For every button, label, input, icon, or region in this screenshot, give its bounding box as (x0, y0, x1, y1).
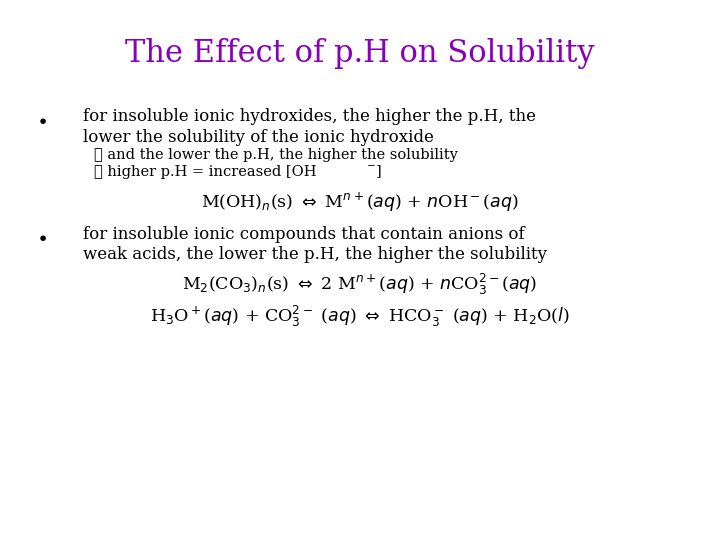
Text: $^{-}$]: $^{-}$] (366, 163, 382, 180)
Text: H$_3$O$^+$($aq$) + CO$_3^{2-}$ ($aq$) $\Leftrightarrow$ HCO$_3^-$ ($aq$) + H$_2$: H$_3$O$^+$($aq$) + CO$_3^{2-}$ ($aq$) $\… (150, 303, 570, 328)
Text: lower the solubility of the ionic hydroxide: lower the solubility of the ionic hydrox… (83, 129, 433, 145)
Text: M(OH)$_n$(s) $\Leftrightarrow$ M$^{n+}$($aq$) + $n$OH$^-$($aq$): M(OH)$_n$(s) $\Leftrightarrow$ M$^{n+}$(… (201, 191, 519, 214)
Text: $\bullet$: $\bullet$ (36, 111, 47, 129)
Text: The Effect of p.H on Solubility: The Effect of p.H on Solubility (125, 38, 595, 69)
Text: for insoluble ionic compounds that contain anions of: for insoluble ionic compounds that conta… (83, 226, 524, 242)
Text: for insoluble ionic hydroxides, the higher the p.H, the: for insoluble ionic hydroxides, the high… (83, 108, 536, 125)
Text: weak acids, the lower the p.H, the higher the solubility: weak acids, the lower the p.H, the highe… (83, 246, 546, 263)
Text: ✓ higher p.H = increased [OH: ✓ higher p.H = increased [OH (94, 165, 316, 179)
Text: ✓ and the lower the p.H, the higher the solubility: ✓ and the lower the p.H, the higher the … (94, 148, 457, 163)
Text: M$_2$(CO$_3$)$_n$(s) $\Leftrightarrow$ 2 M$^{n+}$($aq$) + $n$CO$_3^{2-}$($aq$): M$_2$(CO$_3$)$_n$(s) $\Leftrightarrow$ 2… (182, 272, 538, 297)
Text: $\bullet$: $\bullet$ (36, 228, 47, 246)
